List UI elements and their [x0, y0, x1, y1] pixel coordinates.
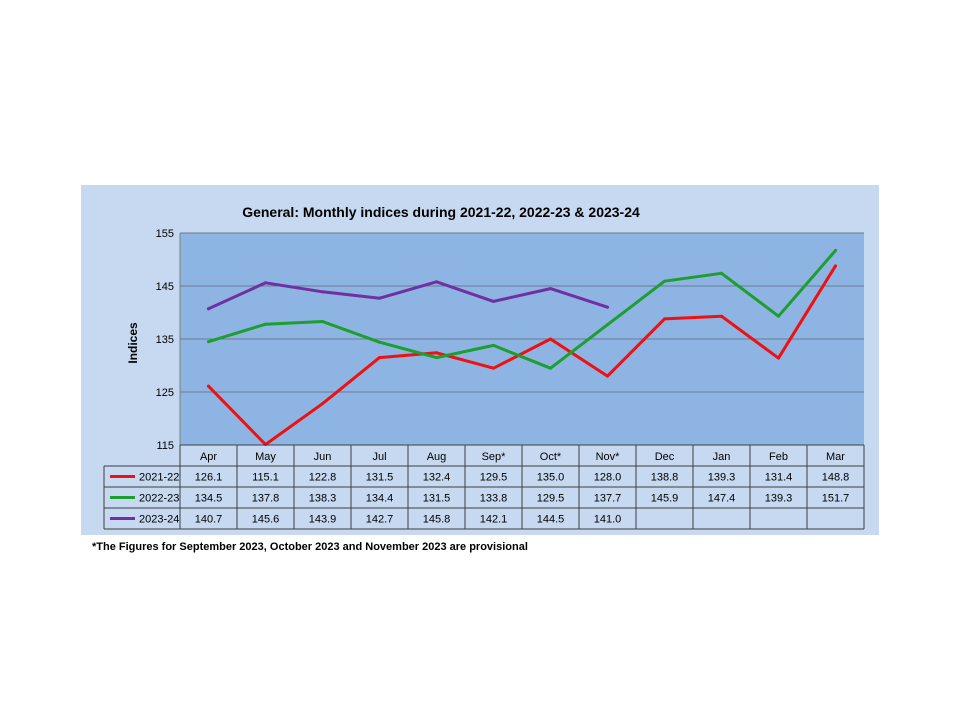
data-point-2021-22 [492, 366, 495, 370]
data-point-2023-24 [606, 305, 609, 309]
data-point-2021-22 [834, 264, 837, 268]
table-cell-value: 122.8 [309, 472, 337, 484]
data-point-2022-23 [321, 320, 324, 324]
data-point-2021-22 [321, 402, 324, 406]
x-category-label: Nov* [596, 451, 621, 463]
table-cell-value: 145.9 [651, 493, 679, 505]
data-point-2021-22 [378, 356, 381, 360]
table-cell-value: 151.7 [822, 493, 850, 505]
table-cell-value: 144.5 [537, 514, 565, 526]
table-cell-value: 135.0 [537, 472, 565, 484]
x-category-label: Mar [826, 451, 845, 463]
x-category-label: Oct* [540, 451, 562, 463]
table-cell-value: 131.5 [423, 493, 451, 505]
table-cell-value: 147.4 [708, 493, 736, 505]
table-cell-value: 138.3 [309, 493, 337, 505]
data-point-2022-23 [207, 340, 210, 344]
data-point-2022-23 [777, 314, 780, 318]
plot-area: 115 125 135 145 155 [156, 228, 864, 452]
data-point-2022-23 [663, 279, 666, 283]
table-cell-value: 138.8 [651, 472, 679, 484]
table-cell-value: 134.5 [195, 493, 223, 505]
table-cell-value: 137.7 [594, 493, 622, 505]
y-tick-label: 135 [156, 334, 174, 346]
table-cell-value: 133.8 [480, 493, 508, 505]
data-point-2021-22 [606, 374, 609, 378]
x-category-label: Aug [427, 451, 447, 463]
data-point-2023-24 [549, 287, 552, 291]
x-category-label: Apr [200, 451, 217, 463]
y-axis-label: Indices [126, 322, 140, 364]
data-point-2023-24 [321, 290, 324, 294]
table-cell-value: 129.5 [480, 472, 508, 484]
x-category-label: Sep* [482, 451, 507, 463]
data-point-2022-23 [492, 343, 495, 347]
data-point-2022-23 [435, 356, 438, 360]
data-point-2021-22 [264, 442, 267, 446]
x-category-label: Dec [655, 451, 675, 463]
data-point-2021-22 [549, 337, 552, 341]
table-cell-value: 131.5 [366, 472, 394, 484]
data-point-2021-22 [777, 356, 780, 360]
table-cell-value: 142.7 [366, 514, 394, 526]
footnote: *The Figures for September 2023, October… [92, 541, 528, 553]
table-cell-value: 139.3 [765, 493, 793, 505]
table-cell-value: 141.0 [594, 514, 622, 526]
table-cell-value: 126.1 [195, 472, 223, 484]
table-cell-value: 132.4 [423, 472, 451, 484]
data-point-2023-24 [378, 296, 381, 300]
chart-title: General: Monthly indices during 2021-22,… [242, 204, 640, 220]
x-category-label: May [255, 451, 276, 463]
table-cell-value: 142.1 [480, 514, 508, 526]
series-line-2022-23 [207, 249, 837, 370]
series-line-2021-22 [207, 264, 837, 446]
x-category-label: Jan [713, 451, 731, 463]
table-cell-value: 134.4 [366, 493, 394, 505]
data-point-2022-23 [549, 366, 552, 370]
data-point-2021-22 [435, 351, 438, 355]
data-point-2022-23 [834, 248, 837, 252]
table-cell-value: 139.3 [708, 472, 736, 484]
table-cell-value: 148.8 [822, 472, 850, 484]
table-cell-value: 137.8 [252, 493, 280, 505]
legend-label: 2023-24 [139, 514, 179, 526]
legend-label: 2022-23 [139, 493, 179, 505]
chart-panel: General: Monthly indices during 2021-22,… [81, 185, 879, 535]
data-point-2022-23 [378, 340, 381, 344]
x-category-label: Feb [769, 451, 788, 463]
data-point-2021-22 [720, 314, 723, 318]
data-point-2023-24 [264, 281, 267, 285]
table-cell-value: 115.1 [252, 472, 279, 484]
data-table: Apr May Jun Jul Aug Sep* Oct* Nov* Dec Jan Feb Mar 2… [103, 444, 865, 530]
x-category-label: Jul [372, 451, 386, 463]
line-chart: General: Monthly indices during 2021-22,… [103, 204, 865, 530]
table-cell-value: 128.0 [594, 472, 622, 484]
data-point-2023-24 [492, 299, 495, 303]
y-tick-label: 155 [156, 228, 174, 240]
legend-label: 2021-22 [139, 472, 179, 484]
table-cell-value: 143.9 [309, 514, 337, 526]
data-point-2023-24 [435, 280, 438, 284]
table-cell-value: 131.4 [765, 472, 793, 484]
x-category-label: Jun [314, 451, 332, 463]
data-point-2023-24 [207, 307, 210, 311]
table-cell-value: 145.6 [252, 514, 280, 526]
data-point-2022-23 [264, 322, 267, 326]
y-tick-label: 145 [156, 281, 174, 293]
y-tick-label: 125 [156, 387, 174, 399]
series-line-2023-24 [207, 280, 609, 311]
data-point-2021-22 [207, 384, 210, 388]
data-point-2022-23 [606, 323, 609, 327]
data-point-2021-22 [663, 317, 666, 321]
table-cell-value: 140.7 [195, 514, 223, 526]
table-cell-value: 145.8 [423, 514, 451, 526]
data-point-2022-23 [720, 271, 723, 275]
table-cell-value: 129.5 [537, 493, 565, 505]
y-tick-label: 115 [156, 440, 174, 452]
